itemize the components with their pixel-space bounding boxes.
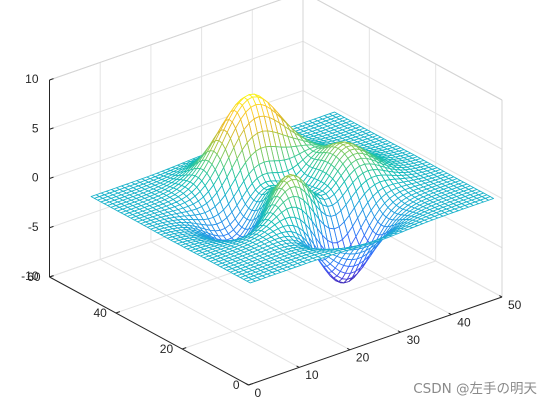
y-axis-line <box>49 276 249 386</box>
top-back-edge <box>49 0 282 81</box>
x-tick <box>347 347 351 351</box>
x-tick <box>499 295 503 298</box>
x-tick <box>397 330 401 333</box>
x-axis-line <box>248 296 503 386</box>
z-axis-tick-labels: -10 -5 0 5 10 <box>21 72 39 283</box>
z-tick <box>49 78 54 81</box>
z-tick <box>49 127 54 130</box>
x-tick-label: 40 <box>457 315 471 329</box>
y-tick-label: 60 <box>27 270 41 284</box>
x-axis-tick-labels: 0 10 20 30 40 50 <box>255 298 522 400</box>
y-tick <box>115 311 121 314</box>
x-tick-label: 50 <box>508 298 522 312</box>
x-tick-label: 30 <box>407 333 421 347</box>
y-tick <box>182 347 187 350</box>
mesh-cell <box>246 278 256 284</box>
y-tick-label: 0 <box>233 378 240 392</box>
z-tick <box>49 176 54 179</box>
z-tick-label: -5 <box>28 220 39 234</box>
z-tick <box>49 225 54 229</box>
x-tick <box>448 312 452 316</box>
z-tick-label: 0 <box>32 171 39 185</box>
z-tick-label: -10 <box>21 269 39 283</box>
surface-mesh <box>90 93 495 284</box>
y-axis-tick-labels: 0 20 40 60 <box>27 270 240 392</box>
z-tick <box>49 275 54 278</box>
watermark: CSDN @左手の明天 <box>413 381 537 397</box>
z-tick-label: 10 <box>25 72 39 86</box>
x-tick <box>296 365 300 368</box>
axis-ticks <box>49 78 503 386</box>
z-tick-label: 5 <box>32 121 39 135</box>
x-tick-label: 0 <box>255 386 262 400</box>
z-gridline <box>49 0 503 101</box>
y-tick-label: 20 <box>160 342 174 356</box>
y-tick-label: 40 <box>93 306 107 320</box>
x-tick <box>245 383 249 386</box>
x-tick-label: 10 <box>305 368 319 382</box>
y-tick <box>248 383 253 386</box>
x-tick-label: 20 <box>356 351 370 365</box>
top-right-edge <box>316 0 503 101</box>
